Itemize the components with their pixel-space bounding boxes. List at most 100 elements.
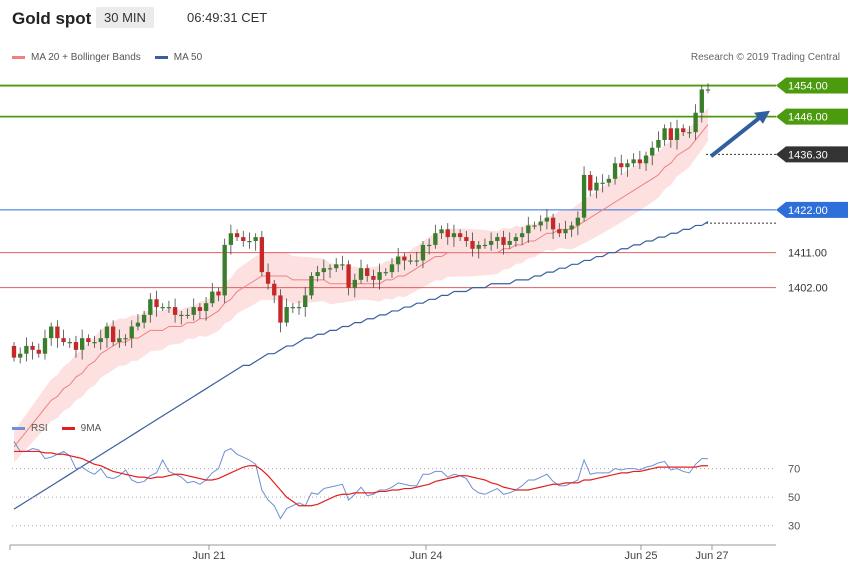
candle-45 — [290, 307, 296, 309]
level-label-2: 1436.30 — [788, 149, 828, 161]
legend-item-rsi: RSI — [12, 423, 48, 434]
candle-101 — [637, 159, 643, 164]
candle-100 — [631, 159, 636, 164]
candle-61 — [389, 264, 395, 273]
candle-0 — [11, 345, 17, 358]
candle-22 — [148, 299, 153, 315]
candle-82 — [519, 233, 525, 238]
candle-86 — [544, 217, 550, 222]
candle-10 — [73, 342, 79, 350]
9ma-swatch-icon — [61, 427, 75, 430]
projection-arrow-shaft — [709, 114, 764, 158]
candle-53 — [340, 264, 345, 266]
candle-83 — [526, 225, 531, 234]
candle-19 — [129, 326, 134, 339]
candle-76 — [482, 244, 488, 247]
candle-17 — [117, 338, 122, 343]
candle-26 — [172, 307, 178, 315]
level-tag-0 — [776, 77, 848, 94]
candle-72 — [457, 233, 463, 238]
candle-84 — [532, 225, 537, 227]
legend-item-9ma: 9MA — [61, 423, 101, 434]
candle-35 — [228, 233, 234, 245]
candle-106 — [668, 128, 673, 140]
candle-32 — [210, 291, 215, 304]
candle-62 — [396, 256, 401, 265]
candle-7 — [55, 326, 60, 339]
chart-title: Gold spot — [12, 9, 92, 28]
candle-12 — [86, 338, 91, 343]
legend-label-ma50: MA 50 — [173, 52, 203, 63]
level-tag-2 — [776, 146, 848, 163]
candle-103 — [650, 147, 655, 156]
candle-70 — [445, 229, 450, 238]
candle-81 — [513, 237, 519, 241]
candle-65 — [414, 260, 419, 262]
candle-29 — [191, 307, 196, 315]
candle-57 — [365, 268, 370, 276]
interval-selector[interactable]: 30 MIN — [96, 7, 154, 28]
rsi-series-1 — [14, 450, 708, 507]
candle-16 — [110, 326, 116, 343]
rsi-tick-0: 70 — [788, 464, 800, 476]
candle-21 — [141, 314, 147, 323]
candle-111 — [699, 89, 704, 113]
candle-59 — [377, 272, 382, 280]
legend-item-ma50: MA 50 — [154, 52, 203, 63]
candle-15 — [104, 326, 110, 339]
candle-40 — [259, 237, 265, 273]
x-tick-label-3: Jun 27 — [695, 550, 728, 562]
chart-header: Gold spot 30 MIN 06:49:31 CET — [0, 0, 850, 38]
candle-95 — [600, 182, 605, 184]
candle-1 — [18, 353, 23, 358]
candle-31 — [203, 303, 209, 311]
candle-9 — [67, 342, 72, 344]
candle-20 — [135, 322, 141, 327]
candle-80 — [507, 241, 512, 245]
candle-56 — [358, 268, 364, 280]
candle-55 — [352, 279, 357, 288]
candle-24 — [160, 307, 165, 309]
candle-89 — [563, 229, 568, 234]
candle-96 — [606, 178, 612, 183]
candle-27 — [179, 314, 184, 317]
candle-47 — [303, 295, 308, 308]
candle-79 — [501, 237, 506, 245]
legend-label-rsi: RSI — [31, 423, 48, 434]
level-tag-3 — [776, 201, 848, 218]
legend-item-ma20: MA 20 + Bollinger Bands — [12, 52, 141, 63]
candle-18 — [123, 338, 128, 340]
x-tick-label-1: Jun 24 — [409, 550, 442, 562]
candle-49 — [315, 272, 320, 276]
candle-92 — [581, 174, 587, 218]
candle-25 — [166, 307, 172, 309]
rsi-series-0 — [13, 441, 708, 520]
candle-34 — [222, 244, 227, 296]
candle-66 — [420, 244, 426, 261]
candle-73 — [464, 237, 469, 241]
candle-5 — [42, 338, 48, 354]
candle-74 — [470, 241, 475, 249]
candle-91 — [575, 217, 581, 226]
candle-23 — [154, 299, 159, 308]
ma20-swatch-icon — [12, 56, 25, 59]
candle-37 — [241, 237, 246, 241]
candle-63 — [402, 256, 407, 261]
candle-99 — [625, 163, 630, 168]
candle-109 — [687, 132, 692, 134]
x-tick-label-0: Jun 21 — [192, 550, 225, 562]
candle-107 — [674, 128, 680, 140]
rsi-tick-1: 50 — [788, 492, 800, 504]
level-label-1: 1446.00 — [788, 112, 828, 124]
ma50-line — [13, 221, 709, 510]
candle-108 — [681, 128, 686, 133]
candle-60 — [383, 272, 388, 274]
candle-46 — [296, 307, 302, 309]
candle-105 — [662, 128, 667, 140]
candle-33 — [216, 291, 221, 296]
candle-58 — [371, 275, 376, 280]
candle-88 — [557, 229, 562, 234]
candle-54 — [346, 264, 351, 288]
candle-93 — [588, 174, 593, 191]
